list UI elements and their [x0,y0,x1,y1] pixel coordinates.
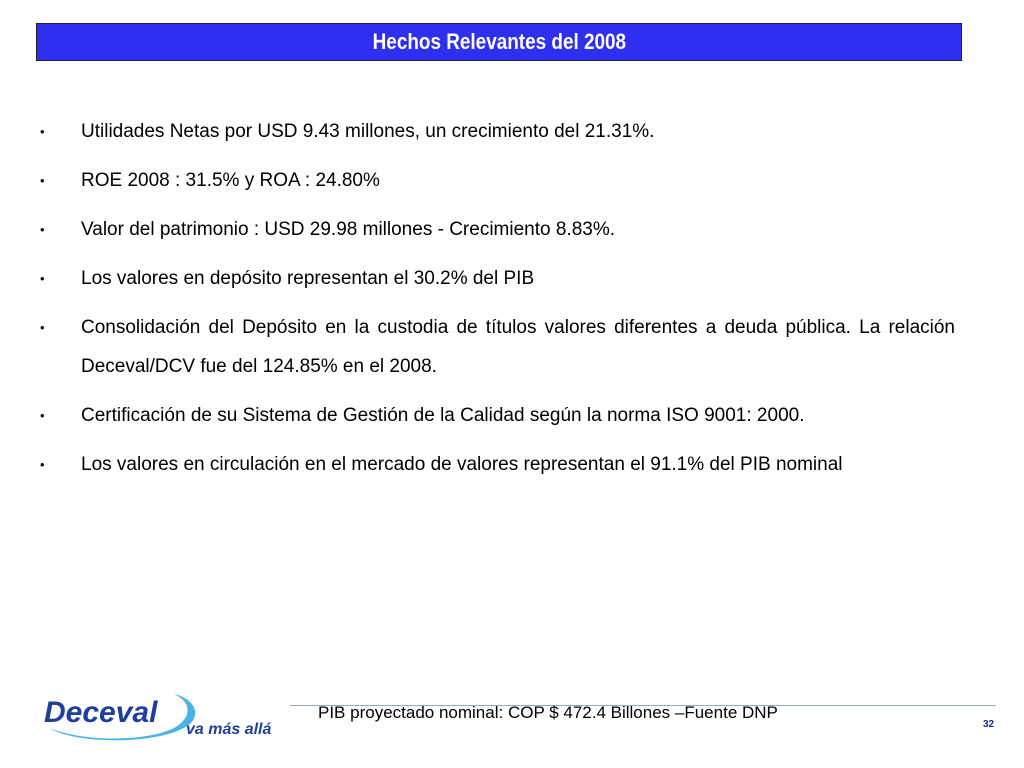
list-item-text: Utilidades Netas por USD 9.43 millones, … [81,121,655,142]
footer-divider [290,705,996,706]
list-item-text: Certificación de su Sistema de Gestión d… [81,405,805,426]
bullet-icon: • [40,124,45,139]
list-item: • ROE 2008 : 31.5% y ROA : 24.80% [40,161,955,200]
logo-brand-text: Deceval [44,696,158,729]
list-item: • Los valores en depósito representan el… [40,259,955,298]
logo-tagline-text: va más allá [186,721,272,738]
bullet-icon: • [40,320,45,335]
page-number: 32 [983,719,995,730]
footer-note: PIB proyectado nominal: COP $ 472.4 Bill… [318,703,778,722]
bullet-icon: • [40,173,45,188]
list-item: • Consolidación del Depósito en la custo… [40,308,955,386]
list-item: • Utilidades Netas por USD 9.43 millones… [40,112,955,151]
list-item: • Certificación de su Sistema de Gestión… [40,396,955,435]
page-title: Hechos Relevantes del 2008 [372,29,626,54]
list-item-text: ROE 2008 : 31.5% y ROA : 24.80% [81,170,380,191]
list-item-text: Consolidación del Depósito en la custodi… [81,317,955,377]
bullet-icon: • [40,457,45,472]
list-item-text: Los valores en circulación en el mercado… [81,454,843,475]
list-item: • Los valores en circulación en el merca… [40,445,955,484]
bullet-icon: • [40,222,45,237]
list-item: • Valor del patrimonio : USD 29.98 millo… [40,210,955,249]
bullet-icon: • [40,408,45,423]
deceval-logo: Deceval va más allá [44,694,272,741]
title-bar: Hechos Relevantes del 2008 [36,23,962,61]
list-item-text: Valor del patrimonio : USD 29.98 millone… [81,219,615,240]
bullet-icon: • [40,271,45,286]
list-item-text: Los valores en depósito representan el 3… [81,268,535,289]
bullet-list: • Utilidades Netas por USD 9.43 millones… [40,112,955,494]
